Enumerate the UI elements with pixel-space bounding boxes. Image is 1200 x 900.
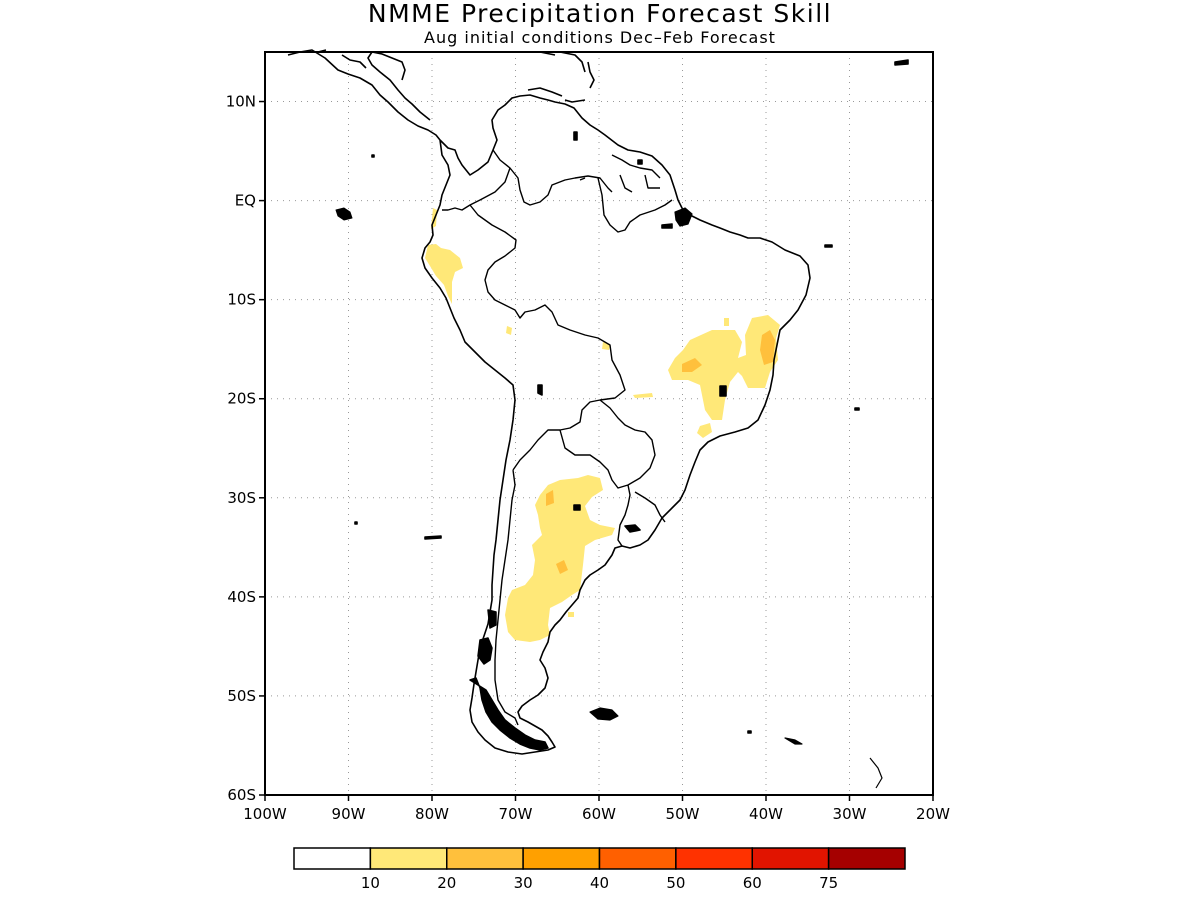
country-borders	[442, 149, 673, 726]
central-america-coastline	[287, 49, 441, 141]
island-dot	[894, 59, 909, 66]
skill-speck	[568, 612, 574, 617]
skill-shading	[425, 208, 780, 642]
amazon-delta	[674, 207, 693, 227]
lon-axis: 100W 90W 80W 70W 60W 50W 40W 30W 20W	[243, 795, 950, 823]
lon-tick-label: 70W	[499, 805, 533, 823]
colorbar-label: 10	[361, 874, 380, 892]
lake-mark	[719, 385, 727, 397]
colorbar-label: 20	[437, 874, 456, 892]
skill-core-argentina	[546, 490, 554, 506]
lake-mark	[573, 504, 581, 511]
lon-tick-label: 60W	[582, 805, 616, 823]
lon-tick-label: 90W	[332, 805, 366, 823]
skill-region-peru-coast	[425, 208, 463, 304]
colorbar-label: 75	[819, 874, 838, 892]
south-georgia	[784, 737, 803, 745]
colorbar-swatch	[446, 847, 524, 870]
skill-speck	[633, 393, 653, 398]
colorbar-label: 50	[666, 874, 685, 892]
skill-region-east-brazil-north	[724, 318, 729, 326]
lat-tick-label: 50S	[227, 687, 256, 705]
island-dot	[824, 244, 833, 248]
lon-tick-label: 50W	[666, 805, 700, 823]
chile-archipelago	[469, 609, 549, 751]
galapagos-islands	[335, 207, 353, 221]
coastlines-borders	[287, 49, 909, 789]
colorbar-swatch	[293, 847, 372, 870]
colorbar-swatch	[827, 847, 906, 870]
lat-axis: 10N EQ 10S 20S 30S 40S 50S 60S	[226, 93, 265, 804]
lat-tick-label: 10N	[226, 93, 256, 111]
map-frame	[264, 51, 934, 796]
skill-region-argentina-north	[505, 475, 615, 642]
lon-tick-label: 80W	[415, 805, 449, 823]
island-dot	[354, 521, 358, 525]
colorbar-swatch	[675, 847, 753, 870]
lat-tick-label: 60S	[227, 786, 256, 804]
colorbar-swatch	[751, 847, 830, 870]
lon-tick-label: 40W	[749, 805, 783, 823]
island-dot	[854, 407, 860, 411]
lake-mark	[624, 524, 641, 533]
colorbar: 10 20 30 40 50 60 75	[293, 847, 906, 892]
south-america-coastline	[421, 94, 811, 755]
lat-tick-label: 20S	[227, 390, 256, 408]
colorbar-label: 60	[743, 874, 762, 892]
lat-tick-label: 30S	[227, 489, 256, 507]
lat-tick-label: 10S	[227, 291, 256, 309]
skill-region-east-brazil	[668, 315, 780, 420]
lon-tick-label: 100W	[243, 805, 287, 823]
island-dot	[424, 535, 442, 540]
island-dot	[573, 131, 578, 141]
lon-tick-label: 20W	[916, 805, 950, 823]
falkland-islands	[589, 707, 619, 721]
colorbar-label: 40	[590, 874, 609, 892]
lon-tick-label: 30W	[833, 805, 867, 823]
island-dot	[371, 154, 375, 158]
lat-tick-label: EQ	[235, 192, 256, 210]
lake-titicaca	[537, 384, 543, 396]
skill-core-east-brazil	[760, 330, 775, 365]
colorbar-swatch	[522, 847, 601, 870]
skill-core-argentina-south	[556, 560, 568, 574]
colorbar-swatch	[598, 847, 677, 870]
lat-tick-label: 40S	[227, 588, 256, 606]
island-dot	[661, 223, 673, 229]
skill-core-central-brazil	[682, 358, 702, 372]
skill-speck	[506, 326, 512, 335]
island-dot	[637, 159, 643, 165]
skill-speck	[697, 423, 712, 438]
island-dot	[869, 757, 883, 789]
island-dot	[747, 730, 752, 734]
map-title: NMME Precipitation Forecast Skill	[367, 0, 833, 28]
map-subtitle: Aug initial conditions Dec–Feb Forecast	[424, 28, 776, 47]
colorbar-swatch	[369, 847, 448, 870]
grid-lines	[265, 52, 933, 795]
caribbean-islands	[527, 51, 595, 103]
colorbar-label: 30	[514, 874, 533, 892]
